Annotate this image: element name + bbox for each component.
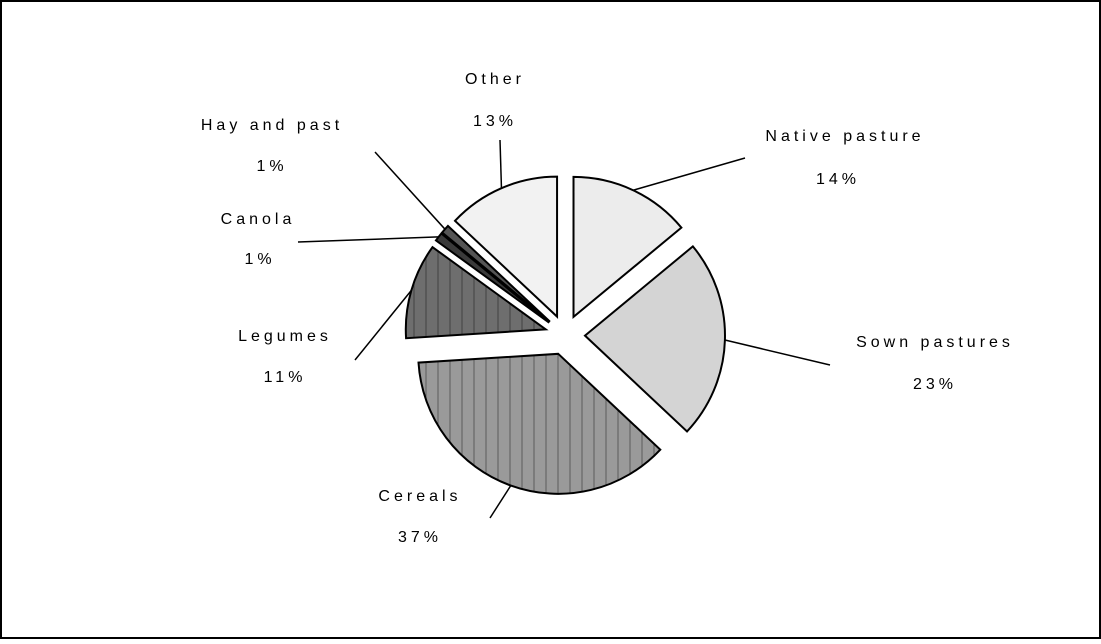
slice-value-label: 1% (256, 158, 287, 175)
slice-value-label: 14% (816, 171, 860, 188)
slice-hatch (418, 353, 661, 494)
slice-label: Sown pastures (856, 334, 1014, 351)
slice-value-label: 13% (473, 113, 517, 130)
slice-value-label: 1% (244, 251, 275, 268)
pie-slice (583, 244, 726, 433)
leader-line (297, 236, 439, 243)
slice-label: Hay and past (201, 117, 343, 134)
slice-value-label: 37% (398, 529, 442, 546)
pie-plot: Native pasture 14% Sown pastures 23% Cereals… (201, 71, 1014, 546)
slice-label: Native pasture (765, 128, 924, 145)
slice-label: Legumes (238, 328, 332, 345)
leader-line (499, 139, 503, 189)
pie-slice (434, 232, 550, 324)
leader-line (632, 157, 746, 191)
leader-line (489, 485, 512, 519)
pie-slice (572, 175, 683, 320)
slice-label: Canola (221, 211, 296, 228)
slice-label: Cereals (378, 488, 461, 505)
leader-line (374, 151, 446, 230)
slice-value-label: 11% (264, 369, 307, 386)
slice-hatch (405, 247, 546, 339)
leader-line (354, 289, 412, 361)
slice-value-label: 23% (913, 376, 957, 393)
leader-line (724, 339, 831, 366)
slice-label: Other (465, 71, 525, 88)
